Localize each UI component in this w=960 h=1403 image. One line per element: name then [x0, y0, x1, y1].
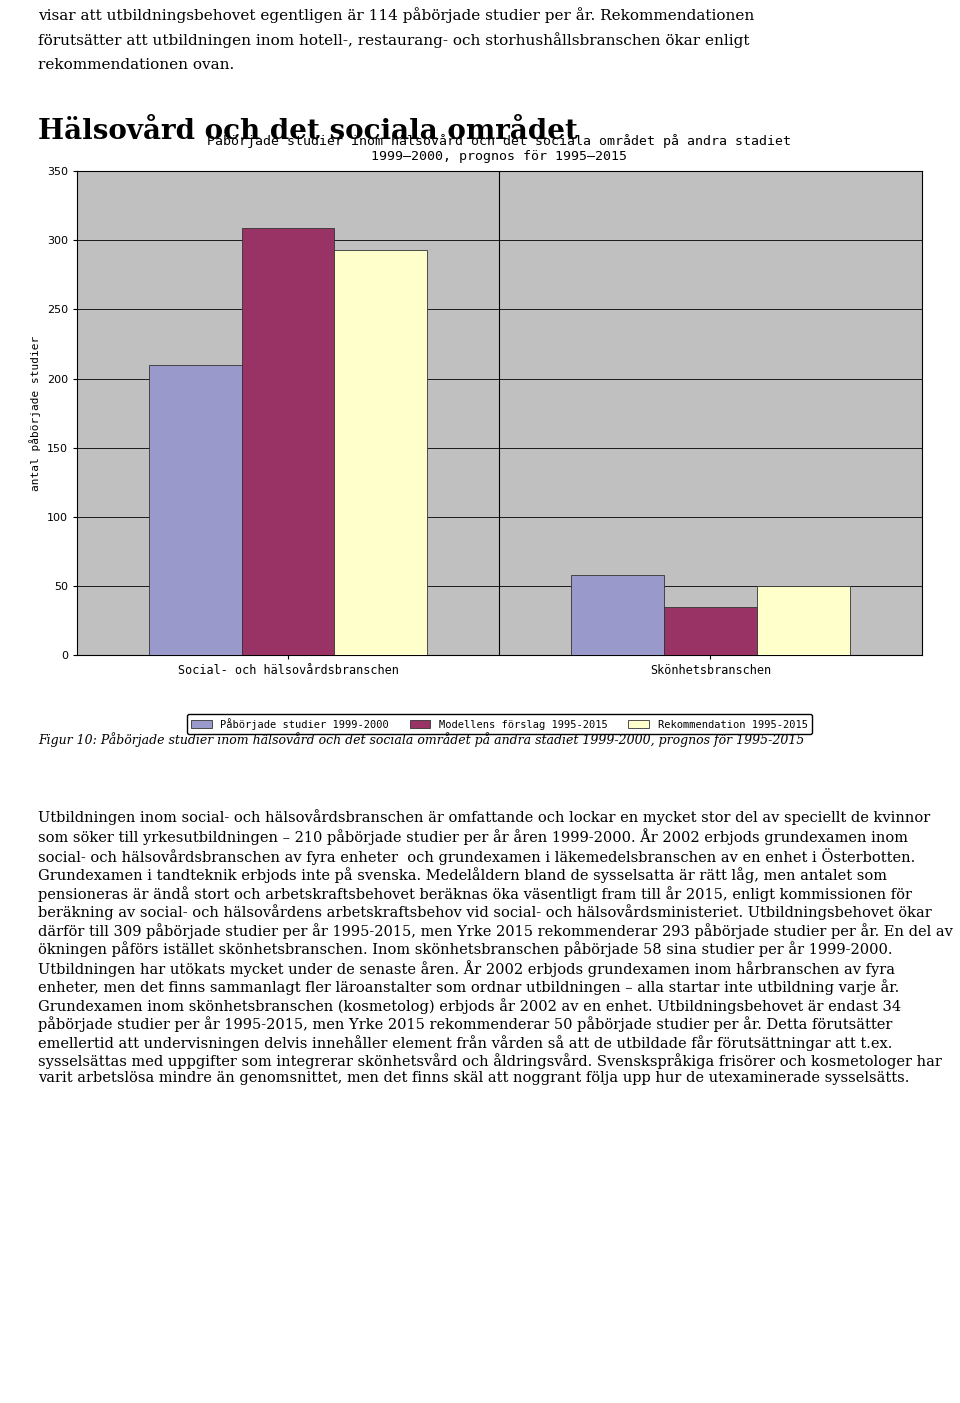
Text: Hälsovård och det sociala området: Hälsovård och det sociala området	[38, 118, 578, 145]
Bar	[571, 575, 664, 655]
Title: Påbörjade studier inom hälsovård och det sociala området på andra stadiet
1999–2: Påbörjade studier inom hälsovård och det…	[207, 135, 791, 163]
Bar	[756, 586, 850, 655]
Bar	[242, 227, 334, 655]
Legend: Påbörjade studier 1999-2000, Modellens förslag 1995-2015, Rekommendation 1995-20: Påbörjade studier 1999-2000, Modellens f…	[186, 714, 812, 734]
Text: Utbildningen inom social- och hälsovårdsbranschen är omfattande och lockar en my: Utbildningen inom social- och hälsovårds…	[38, 810, 953, 1085]
Text: rekommendationen ovan.: rekommendationen ovan.	[38, 58, 234, 72]
Bar	[149, 365, 242, 655]
Bar	[334, 250, 427, 655]
Text: visar att utbildningsbehovet egentligen är 114 påbörjade studier per år. Rekomme: visar att utbildningsbehovet egentligen …	[38, 7, 755, 22]
Bar	[664, 607, 756, 655]
Text: Figur 10: Påbörjade studier inom hälsovård och det sociala området på andra stad: Figur 10: Påbörjade studier inom hälsovå…	[38, 732, 804, 748]
Text: förutsätter att utbildningen inom hotell-, restaurang- och storhushållsbranschen: förutsätter att utbildningen inom hotell…	[38, 32, 750, 48]
Y-axis label: antal påbörjade studier: antal påbörjade studier	[29, 335, 41, 491]
